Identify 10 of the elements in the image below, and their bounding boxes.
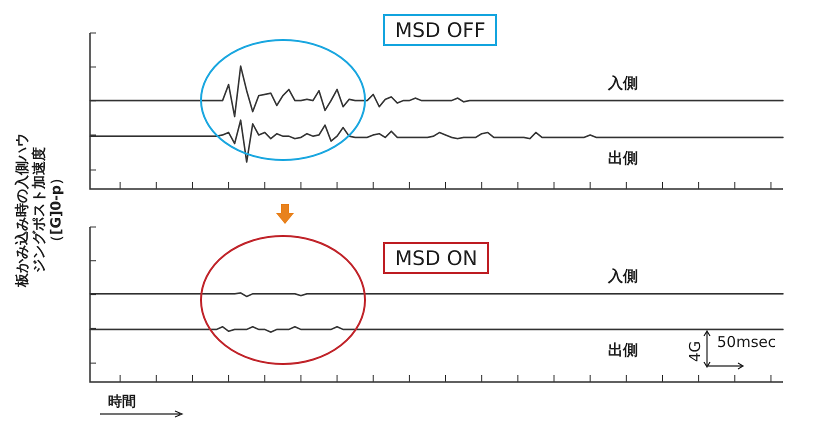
series-label: 出側	[608, 148, 638, 167]
y-axis-title: 板かみ込み時の入側ハウジングポスト加速度（[G]0-p）	[14, 132, 66, 289]
chart-title: MSD OFF	[383, 14, 498, 46]
x-axis-title: 時間	[108, 393, 136, 411]
series-label: 出側	[608, 340, 638, 359]
series-label: 入側	[607, 267, 638, 286]
annotation: 4G	[686, 340, 704, 362]
chart-title: MSD ON	[383, 242, 490, 274]
series-label: 入側	[607, 74, 638, 92]
annotation: 50msec	[717, 333, 776, 351]
